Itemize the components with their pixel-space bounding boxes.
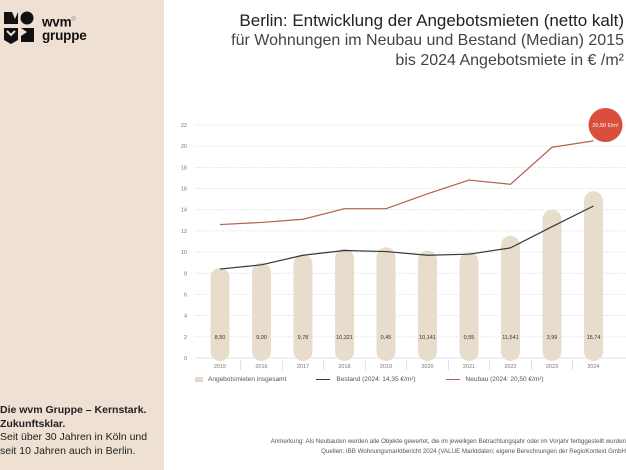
legend-item-neubau: Neubau (2024: 20,50 €/m²) [445, 376, 544, 383]
legend-item-total: Angebotsmieten insgesamt [195, 376, 286, 383]
y-tick-label: 6 [184, 292, 187, 298]
footnote-source: Quellen: IBB Wohnungsmarktbericht 2024 (… [321, 448, 626, 455]
chart-subtitle-1: für Wohnungen im Neubau und Bestand (Med… [231, 32, 624, 49]
tagline-bold-2: Zukunftsklar. [0, 417, 66, 430]
bar-value-label: 9,00 [256, 335, 267, 341]
x-tick-label: 2023 [546, 364, 558, 370]
x-tick-label: 2022 [504, 364, 516, 370]
x-tick-label: 2015 [214, 364, 226, 370]
neubau-highlight-label: 20,50 €/m² [592, 123, 618, 129]
y-tick-label: 20 [181, 144, 187, 150]
y-tick-label: 4 [184, 314, 187, 320]
y-tick-label: 0 [184, 356, 187, 362]
bar [293, 254, 313, 361]
bar-value-label: 15,74 [587, 335, 601, 341]
x-tick-label: 2018 [338, 364, 350, 370]
tagline-line-4: seit 10 Jahren auch in Berlin. [0, 444, 136, 457]
chart-legend: Angebotsmieten insgesamt Bestand (2024: … [195, 376, 566, 383]
chart-header: Berlin: Entwicklung der Angebotsmieten (… [231, 10, 624, 71]
sidebar: wvm® gruppe Die wvm Gruppe – Kernstark. … [0, 0, 164, 470]
bar [542, 209, 562, 361]
x-tick-label: 2024 [587, 364, 599, 370]
chart-title: Berlin: Entwicklung der Angebotsmieten (… [239, 11, 624, 30]
neubau-line [219, 140, 594, 226]
legend-swatch-bar [195, 377, 203, 382]
bar-value-label: 8,50 [215, 335, 226, 341]
bar-value-label: 10,321 [336, 335, 353, 341]
x-tick-label: 2017 [297, 364, 309, 370]
y-tick-label: 10 [181, 250, 187, 256]
legend-swatch-bestand [316, 378, 331, 381]
chart-subtitle-2: bis 2024 Angebotsmiete in € /m² [395, 52, 624, 69]
y-tick-label: 8 [184, 271, 187, 277]
x-tick-label: 2019 [380, 364, 392, 370]
bar [418, 250, 437, 361]
bar [335, 248, 354, 361]
bar-value-label: 11,541 [502, 335, 518, 341]
bar [376, 247, 396, 361]
x-tick-label: 2016 [255, 364, 267, 370]
tagline-bold-1: Die wvm Gruppe – Kernstark. [0, 404, 147, 416]
y-tick-label: 14 [181, 208, 187, 214]
bar [210, 267, 230, 361]
bar [584, 191, 603, 361]
y-tick-label: 12 [181, 229, 187, 235]
bar [501, 235, 520, 361]
brand-logo: wvm® gruppe [4, 10, 87, 46]
bar [459, 252, 479, 361]
y-tick-label: 2 [184, 335, 187, 341]
bar-value-label: 3,99 [547, 335, 558, 341]
y-tick-label: 22 [181, 123, 187, 129]
bar-value-label: 9,78 [298, 335, 309, 341]
legend-item-bestand: Bestand (2024: 14,35 €/m²) [316, 376, 416, 383]
x-tick-label: 2021 [463, 364, 475, 370]
tagline: Die wvm Gruppe – Kernstark. Zukunftsklar… [0, 404, 160, 458]
y-tick-label: 16 [181, 187, 187, 193]
wvm-logo-icon [4, 11, 34, 44]
bar [252, 262, 271, 361]
footnote: Anmerkung: Als Neubauten werden alle Obj… [271, 437, 626, 457]
bar-value-label: 10,141 [419, 335, 436, 341]
bestand-line [219, 205, 594, 270]
footnote-note: Anmerkung: Als Neubauten werden alle Obj… [270, 438, 626, 445]
bar-value-label: 0,45 [381, 335, 392, 341]
brand-name: wvm® gruppe [42, 14, 87, 43]
y-tick-label: 18 [181, 165, 187, 171]
tagline-line-3: Seit über 30 Jahren in Köln und [0, 431, 148, 443]
x-tick-label: 2020 [421, 364, 433, 370]
neubau-highlight-badge [588, 108, 623, 142]
bar-value-label: 0,55 [464, 335, 475, 341]
legend-swatch-neubau [445, 378, 460, 381]
